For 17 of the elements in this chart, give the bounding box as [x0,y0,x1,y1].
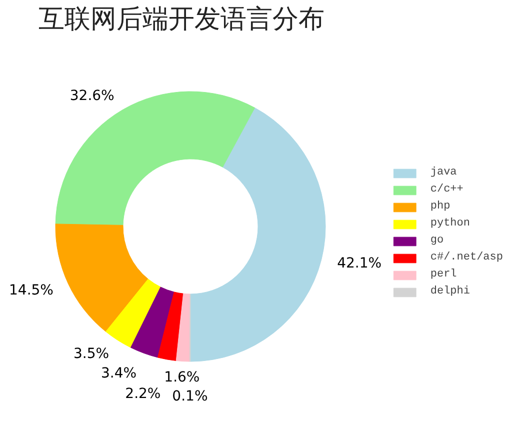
legend-label: java [430,166,457,178]
data-label: 32.6% [70,88,114,104]
data-label: 3.5% [74,346,110,362]
data-label: 0.1% [172,388,208,405]
legend-label: perl [430,268,457,280]
data-label: 14.5% [9,282,54,298]
legend-label: c/c++ [430,184,464,196]
data-label: 2.2% [125,386,161,402]
legend-label: python [430,218,470,230]
legend-label: delphi [430,286,470,298]
chart-title: 互联网后端开发语言分布 [38,4,324,34]
data-label: 3.4% [100,366,137,382]
legend-label: go [430,234,445,246]
data-label: 42.1% [337,256,382,272]
legend-label: c#/.net/asp [430,252,503,264]
data-label: 1.6% [164,369,200,386]
legend-label: php [430,200,450,212]
